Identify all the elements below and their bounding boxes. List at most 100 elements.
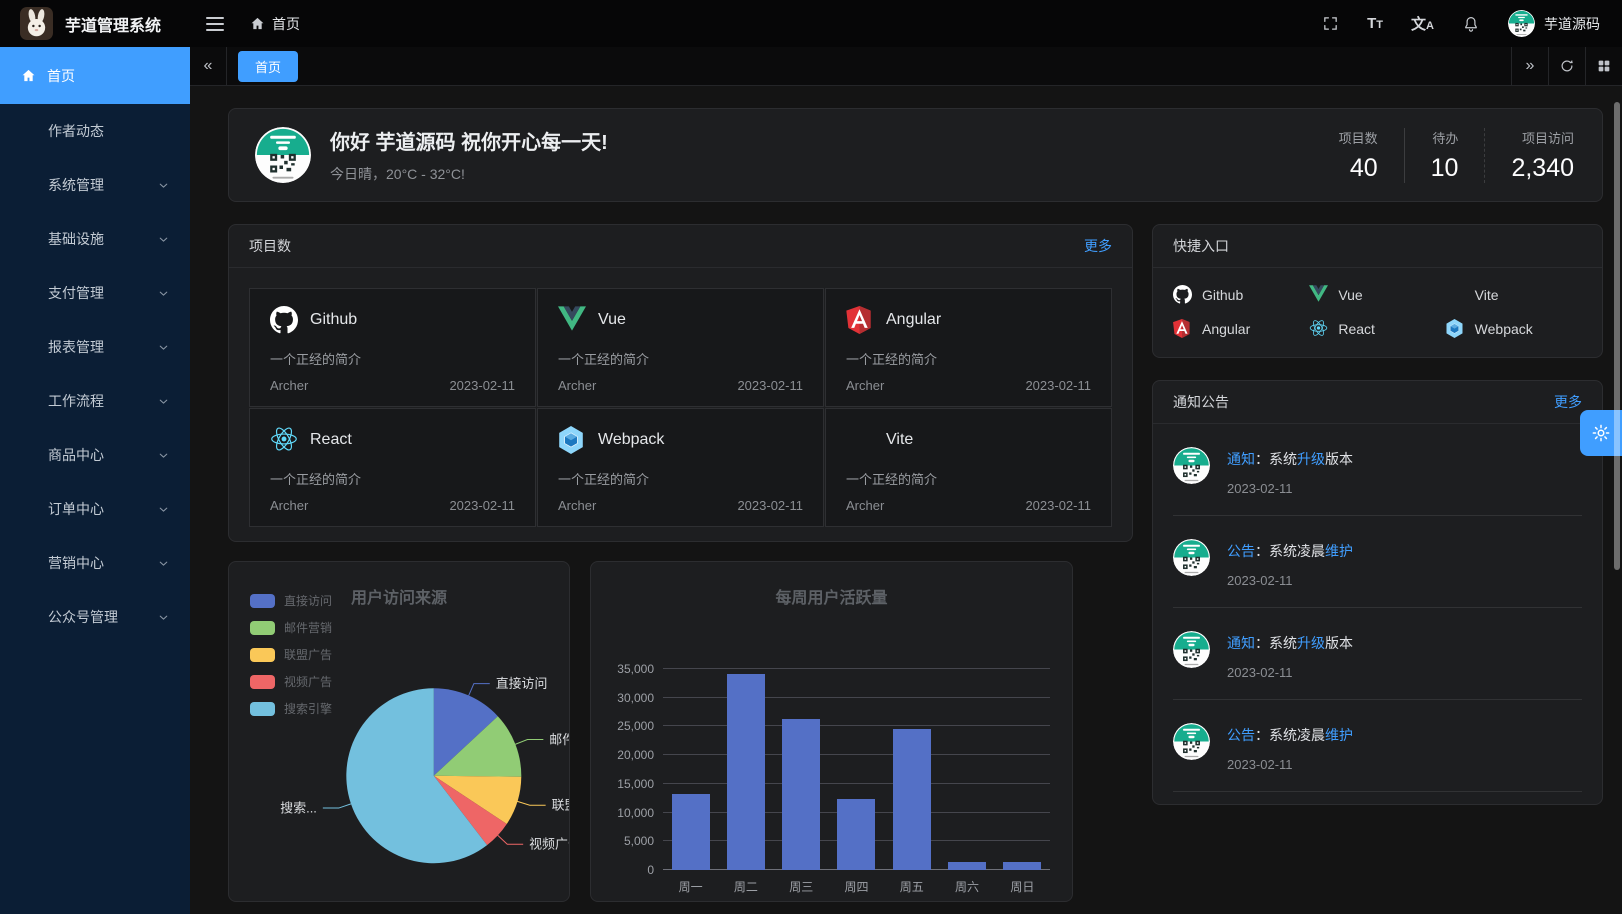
- tab-bar: « 首页 »: [190, 47, 1622, 86]
- project-card-webpack[interactable]: Webpack 一个正经的简介 Archer 2023-02-11: [537, 408, 824, 527]
- github-icon: [270, 306, 298, 334]
- sidebar-item[interactable]: 系统管理: [0, 158, 190, 212]
- quick-entry-card: 快捷入口 Github Vue Vite Angular React Webpa…: [1152, 224, 1603, 358]
- project-card-vue[interactable]: Vue 一个正经的简介 Archer 2023-02-11: [537, 288, 824, 407]
- sidebar-item[interactable]: 营销中心: [0, 536, 190, 590]
- tab-home[interactable]: 首页: [238, 50, 299, 82]
- angular-icon: [1173, 319, 1192, 338]
- scrollbar-thumb[interactable]: [1614, 102, 1620, 570]
- svg-text:邮件...: 邮件...: [549, 732, 569, 747]
- logo-rabbit-image: [20, 7, 53, 40]
- pie-legend-item[interactable]: 搜索引擎: [250, 700, 332, 717]
- pie-legend-item[interactable]: 直接访问: [250, 592, 332, 609]
- pie-legend-item[interactable]: 联盟广告: [250, 646, 332, 663]
- notice-item[interactable]: 公告：系统凌晨维护 2023-02-11: [1173, 516, 1582, 608]
- quick-entry-vite[interactable]: Vite: [1446, 285, 1582, 304]
- bar-chart-title: 每周用户活跃量: [775, 590, 888, 607]
- quick-entry-grid: Github Vue Vite Angular React Webpack: [1153, 268, 1602, 357]
- qr-avatar: [255, 127, 311, 183]
- greeting-stats: 项目数 40 待办 10 项目访问 2,340: [1313, 127, 1576, 183]
- notice-date: 2023-02-11: [1227, 481, 1293, 496]
- bar-chart-card: 每周用户活跃量 0 5,000 10,000 15,000 20,000 25,000 30…: [590, 561, 1073, 902]
- qr-avatar: [1173, 631, 1210, 668]
- svg-text:搜索...: 搜索...: [280, 801, 317, 816]
- locale-icon[interactable]: 文A: [1411, 16, 1434, 33]
- notice-item[interactable]: 通知：系统升级版本 2023-02-11: [1173, 424, 1582, 516]
- bar-chart-x-axis: 周一 周二 周三 周四 周五 周六 周日: [663, 878, 1050, 895]
- legend-swatch: [250, 593, 275, 608]
- project-card-vite[interactable]: Vite 一个正经的简介 Archer 2023-02-11: [825, 408, 1112, 527]
- logo-area[interactable]: 芋道管理系统: [0, 7, 190, 40]
- chevron-down-icon: [157, 233, 170, 246]
- quick-entry-react[interactable]: React: [1309, 319, 1445, 338]
- y-tick-label: 5,000: [623, 834, 654, 849]
- projects-more-link[interactable]: 更多: [1084, 238, 1112, 254]
- bar: [726, 673, 765, 870]
- user-menu[interactable]: 芋道源码: [1508, 10, 1600, 37]
- sidebar-item[interactable]: 公众号管理: [0, 590, 190, 644]
- projects-grid: Github 一个正经的简介 Archer 2023-02-11 Vue 一个正经…: [229, 268, 1132, 541]
- sidebar-item-home[interactable]: 首页: [0, 47, 190, 104]
- pie-legend-item[interactable]: 邮件营销: [250, 619, 332, 636]
- sidebar-item[interactable]: 报表管理: [0, 320, 190, 374]
- bell-icon[interactable]: [1462, 15, 1480, 33]
- sidebar-item[interactable]: 订单中心: [0, 482, 190, 536]
- legend-swatch: [250, 647, 275, 662]
- font-size-icon[interactable]: TT: [1367, 15, 1384, 32]
- chevron-down-icon: [157, 557, 170, 570]
- breadcrumb[interactable]: 首页: [250, 14, 300, 34]
- chevron-down-icon: [157, 503, 170, 516]
- notice-item[interactable]: 通知：系统升级版本 2023-02-11: [1173, 608, 1582, 700]
- refresh-icon[interactable]: [1548, 47, 1585, 85]
- y-tick-label: 25,000: [617, 719, 654, 734]
- legend-swatch: [250, 620, 275, 635]
- vite-icon: [1446, 285, 1465, 304]
- notices-more-link[interactable]: 更多: [1554, 394, 1582, 410]
- qr-avatar: [1173, 539, 1210, 576]
- quick-entry-webpack[interactable]: Webpack: [1446, 319, 1582, 338]
- layout-grid-icon[interactable]: [1585, 47, 1622, 85]
- quick-entry-vue[interactable]: Vue: [1309, 285, 1445, 304]
- project-card-github[interactable]: Github 一个正经的简介 Archer 2023-02-11: [249, 288, 536, 407]
- home-icon: [250, 16, 265, 31]
- sidebar-item[interactable]: 商品中心: [0, 428, 190, 482]
- github-icon: [1173, 285, 1192, 304]
- chevron-down-icon: [157, 395, 170, 408]
- chevron-down-icon: [157, 449, 170, 462]
- notice-date: 2023-02-11: [1227, 573, 1293, 588]
- fullscreen-icon[interactable]: [1322, 15, 1339, 32]
- svg-text:视频广告: 视频广告: [529, 837, 569, 852]
- chevron-down-icon: [157, 179, 170, 192]
- stat-projects: 项目数 40: [1338, 130, 1378, 182]
- hamburger-icon[interactable]: [206, 16, 224, 31]
- sidebar-item[interactable]: 工作流程: [0, 374, 190, 428]
- settings-gear-button[interactable]: [1580, 410, 1622, 456]
- y-tick-label: 30,000: [617, 690, 654, 705]
- top-bar: 芋道管理系统 首页 TT 文A 芋道源码: [0, 0, 1622, 47]
- sidebar-item[interactable]: 基础设施: [0, 212, 190, 266]
- tabs-collapse-button[interactable]: «: [190, 47, 227, 85]
- angular-icon: [846, 306, 874, 334]
- sidebar-item[interactable]: 支付管理: [0, 266, 190, 320]
- react-icon: [270, 426, 298, 454]
- quick-entry-angular[interactable]: Angular: [1173, 319, 1309, 338]
- greeting-title: 你好 芋道源码 祝你开心每一天!: [330, 132, 608, 154]
- project-card-angular[interactable]: Angular 一个正经的简介 Archer 2023-02-11: [825, 288, 1112, 407]
- chevron-down-icon: [157, 287, 170, 300]
- svg-text:联盟...: 联盟...: [552, 798, 569, 813]
- x-tick-label: 周一: [678, 880, 703, 894]
- sidebar-item[interactable]: 作者动态: [48, 123, 104, 139]
- breadcrumb-label: 首页: [272, 15, 300, 32]
- quick-entry-title: 快捷入口: [1173, 238, 1229, 254]
- quick-entry-github[interactable]: Github: [1173, 285, 1309, 304]
- tabs-expand-button[interactable]: »: [1511, 47, 1548, 85]
- pie-legend-item[interactable]: 视频广告: [250, 673, 332, 690]
- stat-todo: 待办 10: [1403, 127, 1485, 183]
- pie-legend: 直接访问 邮件营销 联盟广告 视频广告 搜索引擎: [250, 592, 332, 727]
- notice-item[interactable]: 公告：系统凌晨维护 2023-02-11: [1173, 700, 1582, 792]
- page-content: 你好 芋道源码 祝你开心每一天! 今日晴，20°C - 32°C! 项目数 40…: [190, 86, 1622, 914]
- x-tick-label: 周三: [789, 880, 814, 894]
- x-tick-label: 周二: [733, 880, 758, 894]
- notices-card: 通知公告 更多 通知：系统升级版本 2023-02-11: [1152, 380, 1603, 805]
- project-card-react[interactable]: React 一个正经的简介 Archer 2023-02-11: [249, 408, 536, 527]
